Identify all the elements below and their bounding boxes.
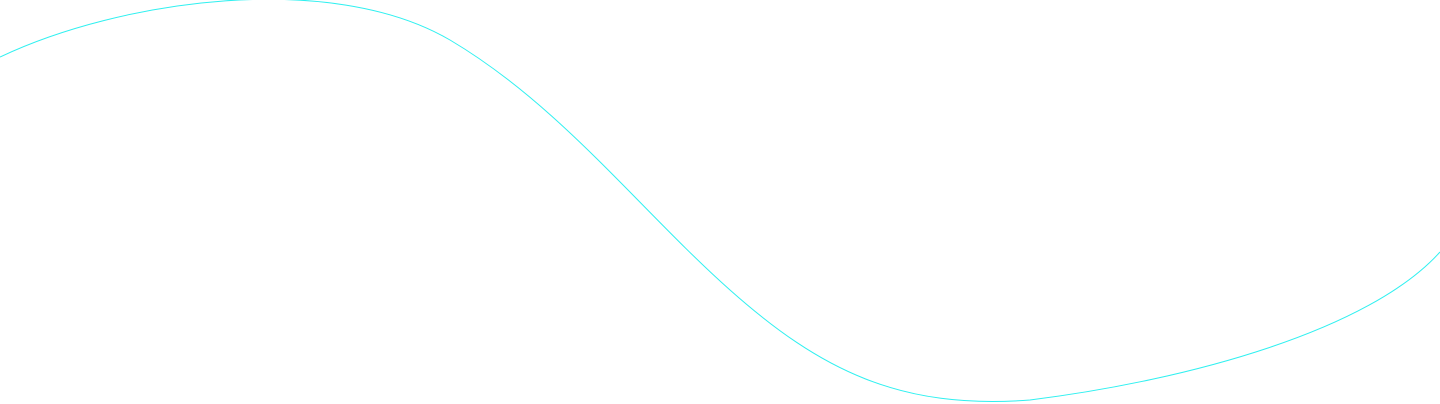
decorative-wave-graphic [0, 0, 1440, 403]
wave-curve [0, 0, 1440, 403]
decorative-canvas [0, 0, 1440, 404]
